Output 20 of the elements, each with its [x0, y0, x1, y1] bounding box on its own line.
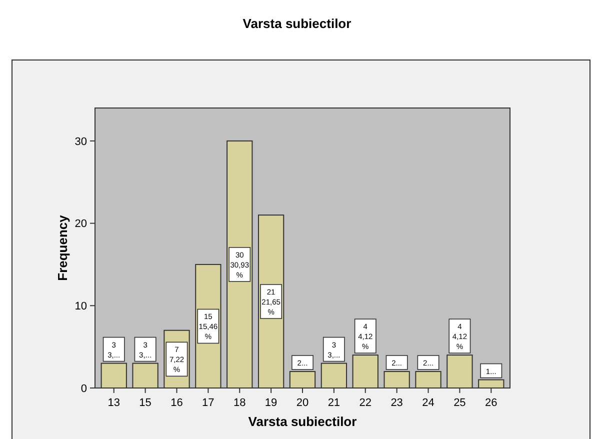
- x-tick-label: 13: [108, 397, 120, 409]
- x-tick-label: 21: [328, 397, 340, 409]
- y-tick-label: 0: [80, 382, 87, 395]
- x-axis-title: Varsta subiectilor: [248, 414, 357, 429]
- x-tick-label: 23: [390, 397, 403, 409]
- x-tick-label: 20: [296, 397, 309, 409]
- x-tick-label: 25: [454, 397, 466, 409]
- y-axis-title: Frequency: [55, 214, 70, 281]
- x-tick-label: 16: [170, 397, 183, 409]
- chart-title: Varsta subiectilor: [242, 16, 352, 31]
- x-tick-label: 15: [139, 397, 152, 409]
- y-tick-label: 30: [74, 136, 87, 148]
- y-tick-label: 10: [74, 300, 87, 312]
- x-tick-label: 24: [422, 397, 434, 409]
- x-tick-label: 26: [485, 397, 498, 409]
- x-tick-label: 17: [202, 397, 214, 409]
- x-tick-label: 22: [359, 397, 372, 409]
- x-tick-label: 19: [264, 397, 278, 409]
- x-tick-label: 18: [233, 397, 246, 409]
- y-tick-label: 20: [74, 218, 87, 230]
